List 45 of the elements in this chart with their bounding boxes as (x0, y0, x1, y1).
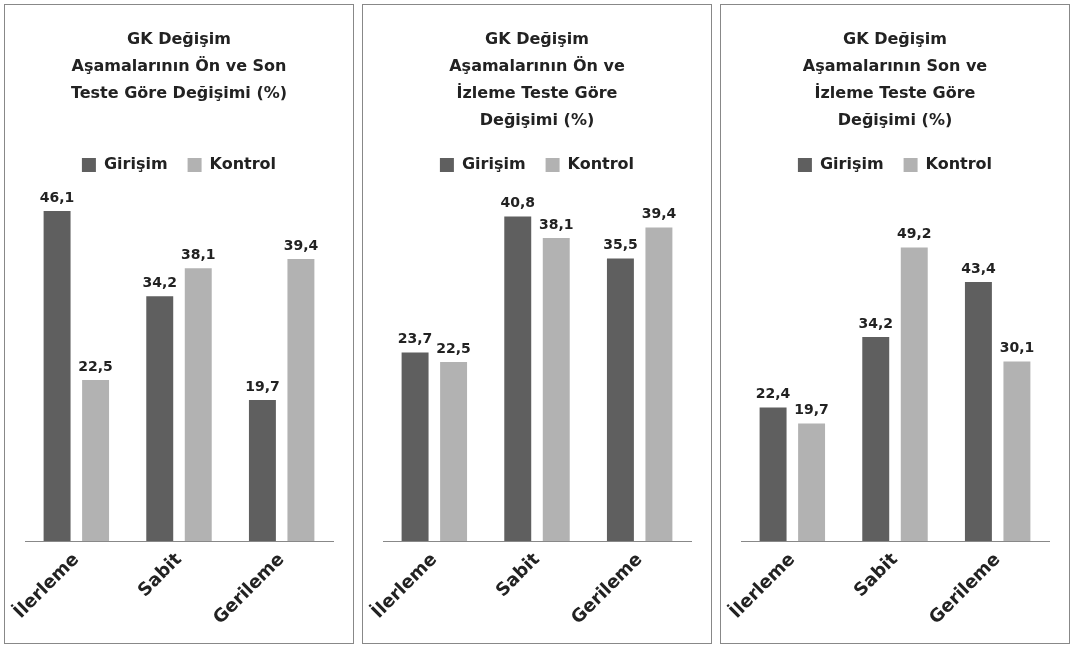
bar (287, 258, 315, 542)
legend-label: Kontrol (925, 154, 993, 174)
data-label: 49,2 (896, 225, 932, 242)
bar (248, 400, 276, 542)
data-label: 35,5 (603, 236, 638, 253)
bar (606, 258, 634, 542)
data-label: 38,1 (180, 245, 216, 262)
bar (184, 268, 212, 542)
data-label: 22,5 (436, 339, 471, 356)
bar (798, 423, 826, 542)
data-label: 19,7 (794, 401, 829, 418)
bar (645, 227, 673, 542)
legend-label: Girişim (461, 154, 526, 174)
data-label: 43,4 (961, 259, 996, 276)
bar (1003, 361, 1031, 542)
bar (964, 282, 992, 542)
legend-label: Girişim (103, 154, 168, 174)
bar (401, 352, 429, 542)
bar (759, 407, 787, 542)
data-label: 30,1 (999, 339, 1035, 356)
legend-label: Kontrol (567, 154, 635, 174)
bar (43, 210, 71, 542)
chart-title: GK Değişim Aşamalarının Ön ve İzleme Teste Göre Değişimi (%) (448, 28, 626, 131)
data-label: 22,5 (78, 357, 113, 374)
legend-label: Kontrol (209, 154, 277, 174)
bar (504, 216, 532, 542)
chart-title: GK Değişim Aşamalarının Ön ve Son Teste Göre Değişimi (%) (69, 28, 289, 104)
data-label: 40,8 (500, 194, 536, 211)
bar (862, 336, 890, 542)
data-label: 39,4 (641, 205, 677, 222)
data-label: 34,2 (142, 273, 178, 290)
bar (440, 362, 468, 542)
data-label: 22,4 (755, 385, 791, 402)
data-label: 34,2 (858, 314, 894, 331)
data-label: 38,1 (538, 215, 574, 232)
bar (900, 247, 928, 542)
bar (146, 296, 174, 542)
data-label: 39,4 (283, 236, 319, 253)
legend-label: Girişim (819, 154, 884, 174)
bar (542, 237, 570, 542)
data-label: 23,7 (397, 330, 433, 347)
data-label: 19,7 (245, 377, 280, 394)
chart-title: GK Değişim Aşamalarının Son ve İzleme Teste Göre Değişimi (%) (801, 28, 989, 131)
bar (82, 379, 110, 542)
data-label: 46,1 (39, 188, 75, 205)
